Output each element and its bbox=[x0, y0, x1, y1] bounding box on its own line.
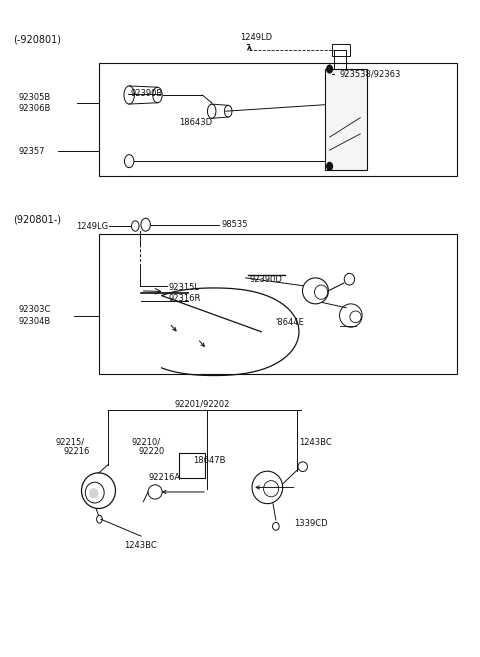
Bar bbox=[325, 69, 367, 170]
Text: '8644E: '8644E bbox=[276, 317, 304, 327]
Text: 92216A: 92216A bbox=[148, 472, 180, 482]
Text: 92305B
92306B: 92305B 92306B bbox=[18, 93, 51, 113]
Text: 92220: 92220 bbox=[139, 447, 165, 455]
Text: 92210/: 92210/ bbox=[132, 438, 161, 447]
Text: 1249LG: 1249LG bbox=[76, 221, 108, 231]
Text: 92357: 92357 bbox=[18, 147, 45, 156]
Circle shape bbox=[327, 65, 333, 73]
Text: 1243BC: 1243BC bbox=[125, 541, 157, 551]
Text: 923538/92363: 923538/92363 bbox=[339, 69, 400, 78]
Text: 92303C
92304B: 92303C 92304B bbox=[18, 306, 51, 326]
Text: 1249LD: 1249LD bbox=[240, 33, 273, 42]
Text: 92390B: 92390B bbox=[131, 89, 163, 98]
Text: (920801-): (920801-) bbox=[13, 215, 61, 225]
Bar bbox=[98, 62, 457, 176]
Text: 92216: 92216 bbox=[63, 447, 89, 455]
Bar bbox=[98, 235, 457, 374]
Text: 92215/: 92215/ bbox=[55, 438, 84, 447]
Text: 92315L
92316R: 92315L 92316R bbox=[168, 283, 201, 303]
Text: 92390D: 92390D bbox=[250, 275, 282, 284]
Ellipse shape bbox=[89, 488, 98, 499]
Circle shape bbox=[327, 162, 333, 170]
Bar bbox=[179, 453, 204, 478]
Bar bbox=[332, 45, 350, 56]
Text: 18643D: 18643D bbox=[179, 118, 212, 127]
Text: 1243BC: 1243BC bbox=[299, 438, 332, 447]
Text: 92201/92202: 92201/92202 bbox=[175, 400, 230, 409]
Text: 98535: 98535 bbox=[221, 220, 248, 229]
Text: 18647B: 18647B bbox=[193, 457, 225, 465]
Text: 1339CD: 1339CD bbox=[294, 518, 328, 528]
Text: (-920801): (-920801) bbox=[13, 35, 61, 45]
